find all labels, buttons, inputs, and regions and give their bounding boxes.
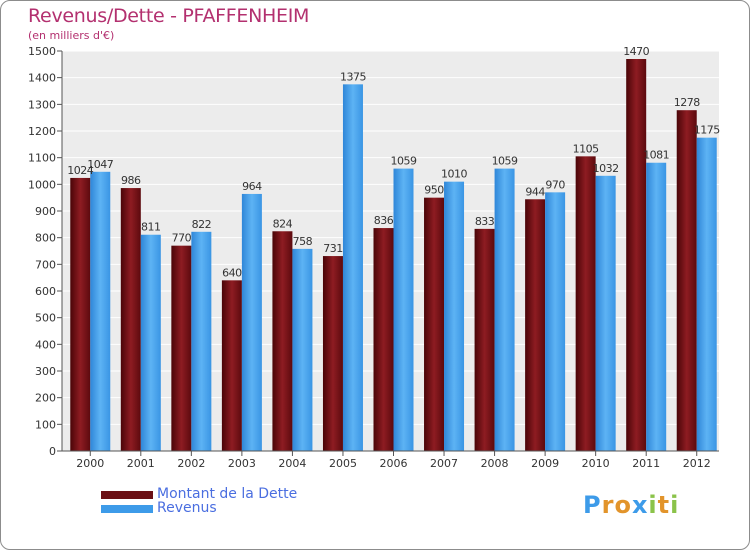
- logo-letter: t: [657, 491, 671, 519]
- dette-bar: [221, 280, 242, 451]
- y-tick-label: 400: [35, 338, 56, 351]
- data-label: 836: [374, 214, 394, 227]
- x-tick-label: 2007: [430, 457, 458, 470]
- revenus-bar: [696, 137, 717, 451]
- data-label: 986: [121, 174, 141, 187]
- revenus-bar: [595, 175, 616, 452]
- dette-bar: [171, 245, 192, 451]
- x-tick-label: 2000: [76, 457, 104, 470]
- data-label: 1470: [623, 45, 649, 58]
- data-label: 824: [273, 217, 293, 230]
- revenus-bar: [140, 234, 161, 451]
- data-label: 1105: [573, 142, 599, 155]
- data-label: 1059: [492, 155, 518, 168]
- data-label: 1024: [67, 164, 93, 177]
- data-label: 811: [141, 221, 161, 234]
- y-tick-label: 100: [35, 418, 56, 431]
- data-label: 770: [172, 232, 192, 245]
- x-tick-label: 2006: [380, 457, 408, 470]
- x-tick-label: 2003: [228, 457, 256, 470]
- logo-letter: x: [631, 491, 649, 519]
- y-tick-label: 200: [35, 392, 56, 405]
- y-tick-label: 800: [35, 232, 56, 245]
- revenus-bar: [646, 162, 667, 451]
- logo-letter: o: [614, 491, 632, 519]
- y-tick-label: 300: [35, 365, 56, 378]
- y-tick-label: 1000: [28, 178, 56, 191]
- logo-letter: r: [601, 491, 615, 519]
- revenus-bar: [90, 171, 111, 452]
- dette-bar: [525, 199, 546, 451]
- revenus-bar: [191, 231, 212, 451]
- data-label: 964: [242, 180, 262, 193]
- legend-swatch-dette: [101, 491, 153, 499]
- data-label: 822: [192, 218, 212, 231]
- y-tick-label: 1200: [28, 125, 56, 138]
- data-label: 731: [323, 242, 343, 255]
- revenus-bar: [241, 193, 262, 451]
- dette-bar: [322, 256, 343, 451]
- data-label: 1010: [441, 168, 467, 181]
- x-tick-label: 2002: [177, 457, 205, 470]
- logo-letter: i: [648, 491, 658, 519]
- data-label: 950: [424, 184, 444, 197]
- revenus-bar: [444, 181, 465, 451]
- revenus-bar: [393, 168, 414, 451]
- chart-title: Revenus/Dette - PFAFFENHEIM: [28, 5, 310, 27]
- y-tick-label: 1400: [28, 72, 56, 85]
- legend-swatch-revenus: [101, 505, 153, 513]
- x-tick-label: 2009: [531, 457, 559, 470]
- data-label: 1081: [643, 149, 669, 162]
- x-tick-label: 2008: [481, 457, 509, 470]
- x-tick-label: 2004: [278, 457, 306, 470]
- y-tick-label: 1100: [28, 152, 56, 165]
- proxiti-logo: Proxiti: [583, 491, 679, 519]
- dette-bar: [676, 110, 697, 451]
- data-label: 1278: [674, 96, 700, 109]
- logo-letter: P: [583, 491, 602, 519]
- y-tick-label: 700: [35, 258, 56, 271]
- revenus-bar: [292, 248, 313, 451]
- data-label: 758: [293, 235, 313, 248]
- y-tick-label: 900: [35, 205, 56, 218]
- y-tick-label: 1300: [28, 98, 56, 111]
- data-label: 1175: [694, 124, 720, 137]
- chart-subtitle: (en milliers d'€): [28, 29, 115, 42]
- dette-bar: [272, 231, 293, 451]
- dette-bar: [70, 177, 91, 451]
- revenus-bar: [342, 84, 363, 451]
- legend-label-revenus: Revenus: [157, 500, 217, 516]
- data-label: 1059: [391, 155, 417, 168]
- y-tick-label: 600: [35, 285, 56, 298]
- revenus-bar: [494, 168, 515, 451]
- dette-bar: [120, 188, 141, 452]
- dette-bar: [474, 228, 495, 451]
- revenus-bar: [545, 192, 566, 452]
- x-tick-label: 2001: [127, 457, 155, 470]
- x-tick-label: 2012: [683, 457, 711, 470]
- data-label: 640: [222, 266, 242, 279]
- dette-bar: [626, 59, 647, 451]
- y-tick-label: 500: [35, 312, 56, 325]
- x-tick-label: 2005: [329, 457, 357, 470]
- data-label: 970: [545, 178, 565, 191]
- dette-bar: [424, 197, 445, 451]
- data-label: 833: [475, 215, 495, 228]
- data-label: 1375: [340, 70, 366, 83]
- dette-bar: [575, 156, 596, 452]
- logo-letter: i: [670, 491, 680, 519]
- y-tick-label: 0: [49, 445, 56, 458]
- y-tick-label: 1500: [28, 45, 56, 58]
- x-tick-label: 2010: [582, 457, 610, 470]
- data-label: 1032: [593, 162, 619, 175]
- x-tick-label: 2011: [632, 457, 660, 470]
- data-label: 944: [525, 185, 545, 198]
- dette-bar: [373, 228, 394, 451]
- legend-label-dette: Montant de la Dette: [157, 486, 298, 502]
- data-label: 1047: [87, 158, 113, 171]
